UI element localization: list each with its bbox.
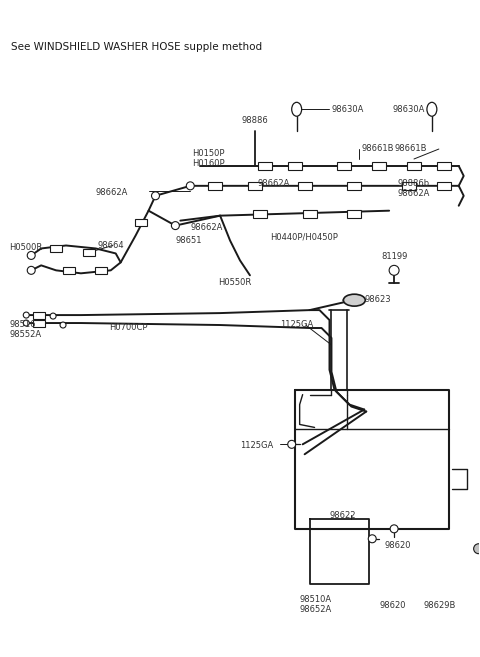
Bar [33,319,45,327]
Ellipse shape [427,102,437,116]
Circle shape [23,320,29,326]
Text: 98516: 98516 [9,320,36,329]
Bar [437,162,451,170]
Circle shape [27,252,35,260]
Text: 98620: 98620 [379,601,406,610]
Circle shape [390,525,398,533]
Bar [63,267,75,274]
Circle shape [27,266,35,275]
Text: 98886b: 98886b [397,179,429,188]
Bar [288,162,301,170]
Text: 1125GA: 1125GA [240,442,273,450]
Circle shape [474,544,480,554]
Bar [402,182,416,190]
Bar [258,162,272,170]
Text: 98620: 98620 [384,541,411,550]
Bar [208,182,222,190]
Ellipse shape [292,102,301,116]
Bar [407,162,421,170]
Text: 98552A: 98552A [9,330,41,339]
Text: 98661B: 98661B [361,144,394,153]
Bar [134,219,146,226]
Text: H0500R: H0500R [9,244,43,252]
Bar [372,162,386,170]
Text: See WINDSHIELD WASHER HOSE supple method: See WINDSHIELD WASHER HOSE supple method [12,41,263,52]
Text: 98662A: 98662A [397,189,430,198]
Text: 98652A: 98652A [300,605,332,614]
Bar [348,210,361,217]
Circle shape [389,265,399,275]
Text: 98662A: 98662A [190,223,223,232]
Text: 1125GA: 1125GA [280,320,313,329]
Text: 98623: 98623 [364,295,391,304]
Circle shape [60,322,66,328]
Text: 98662A: 98662A [258,179,290,188]
Circle shape [50,313,56,319]
Circle shape [171,221,180,229]
Text: 98664: 98664 [98,240,124,250]
Bar [95,267,107,274]
Text: H0160P: H0160P [192,159,225,168]
Bar [302,210,316,217]
Bar [248,182,262,190]
Bar [337,162,351,170]
Text: 81199: 81199 [381,252,408,261]
Text: 98510A: 98510A [300,595,332,604]
Circle shape [152,192,159,200]
Text: 98630A: 98630A [332,105,364,114]
Circle shape [288,440,296,448]
Text: 98622: 98622 [329,511,356,520]
Bar [253,210,267,217]
Bar [298,182,312,190]
Bar [437,182,451,190]
Ellipse shape [343,294,365,306]
Bar [83,249,95,256]
Text: 98629B: 98629B [424,601,456,610]
Circle shape [186,182,194,190]
Text: 98630A: 98630A [392,105,424,114]
Text: H0440P/H0450P: H0440P/H0450P [270,233,338,242]
Bar [348,182,361,190]
Text: 98651: 98651 [175,236,202,244]
Text: 98662A: 98662A [96,188,128,197]
Bar [50,245,62,252]
Circle shape [368,535,376,543]
Text: H0700CP: H0700CP [109,323,147,332]
Circle shape [23,312,29,318]
Text: H0550R: H0550R [218,279,252,287]
Text: 98661B: 98661B [394,144,427,153]
Text: 98886: 98886 [242,116,269,125]
Bar [33,311,45,319]
Text: H0150P: H0150P [192,149,225,158]
